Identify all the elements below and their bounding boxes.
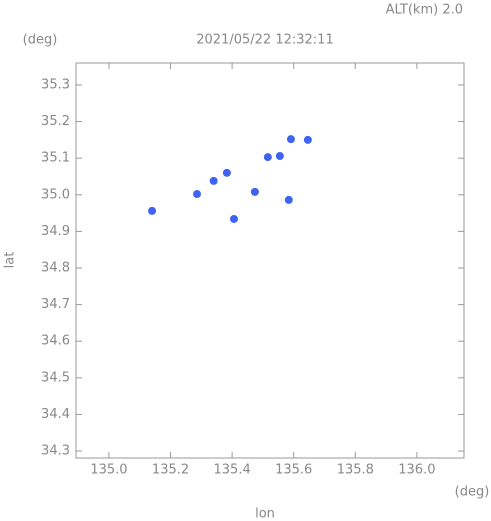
echo-point	[148, 206, 157, 215]
y-unit: (deg)	[23, 33, 58, 48]
x-tick-label: 135.0	[90, 463, 127, 478]
echo-point	[229, 214, 238, 223]
x-tick-label: 135.4	[214, 463, 251, 478]
echo-point	[303, 135, 312, 144]
echo-point	[209, 176, 218, 185]
y-tick-label: 35.2	[41, 114, 70, 129]
y-tick-label: 34.4	[41, 407, 70, 422]
annotation: ALT(km) 2.0	[386, 3, 463, 18]
y-axis-label: lat	[3, 252, 18, 269]
y-tick-label: 34.3	[41, 444, 70, 459]
y-tick-label: 35.0	[41, 187, 70, 202]
chart-title: 2021/05/22 12:32:11	[196, 33, 333, 48]
y-tick-label: 35.1	[41, 151, 70, 166]
echo-point	[284, 195, 293, 204]
y-tick-label: 34.8	[41, 261, 70, 276]
x-tick-label: 135.2	[152, 463, 189, 478]
echo-point	[263, 153, 272, 162]
plot-frame	[75, 62, 465, 459]
y-tick-label: 34.5	[41, 370, 70, 385]
echo-point	[275, 151, 284, 160]
x-tick-label: 136.0	[398, 463, 435, 478]
echo-point	[286, 135, 295, 144]
echo-point	[193, 190, 202, 199]
x-unit: (deg)	[455, 485, 490, 500]
x-axis-label: lon	[255, 507, 275, 521]
y-tick-label: 35.3	[41, 77, 70, 92]
y-tick-label: 34.6	[41, 334, 70, 349]
y-tick-label: 34.9	[41, 224, 70, 239]
x-tick-label: 135.6	[275, 463, 312, 478]
y-tick-label: 34.7	[41, 297, 70, 312]
x-tick-label: 135.8	[337, 463, 374, 478]
echo-point	[250, 187, 259, 196]
echo-point	[222, 168, 231, 177]
